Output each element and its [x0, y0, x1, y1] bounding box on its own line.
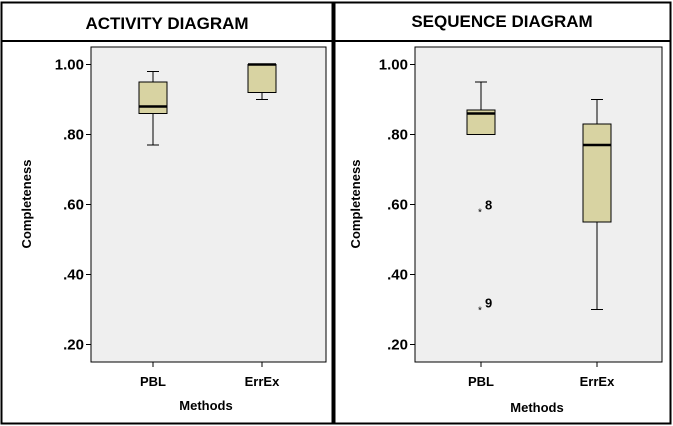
y-tick-label-activity: .20 [63, 337, 84, 354]
box-sequence-errex [582, 123, 612, 223]
y-tick-label-sequence: .40 [387, 267, 408, 284]
plot-sequence: Completeness Methods 1.00 .80 .60 .40 .20 PBL… [348, 46, 663, 415]
x-axis-title-activity: Methods [179, 398, 232, 413]
y-tick-label-sequence: .60 [387, 197, 408, 214]
x-category-label-sequence: PBL [468, 374, 494, 389]
y-tick-label-sequence: 1.00 [379, 57, 408, 74]
plot-area-sequence [414, 46, 663, 363]
box-activity-errex [247, 64, 277, 93]
outlier-marker: * [478, 306, 482, 317]
outlier-marker: * [478, 208, 482, 219]
y-tick-label-activity: .80 [63, 127, 84, 144]
outlier-label: 8 [485, 198, 492, 213]
x-category-label-sequence: ErrEx [580, 374, 615, 389]
x-category-label-activity: ErrEx [245, 374, 280, 389]
plot-area-activity [90, 46, 327, 363]
x-axis-title-sequence: Methods [510, 400, 563, 415]
outlier-label: 9 [485, 296, 492, 311]
y-axis-title-activity: Completeness [19, 160, 34, 249]
panel-title-activity: ACTIVITY DIAGRAM [85, 14, 248, 33]
y-tick-label-activity: .40 [63, 267, 84, 284]
y-tick-label-activity: 1.00 [55, 57, 84, 74]
y-axis-title-sequence: Completeness [348, 160, 363, 249]
y-tick-label-sequence: .80 [387, 127, 408, 144]
x-category-label-activity: PBL [140, 374, 166, 389]
y-tick-label-sequence: .20 [387, 337, 408, 354]
plot-activity: Completeness Methods 1.00 .80 .60 .40 .20 PBL… [19, 46, 327, 413]
panel-title-sequence: SEQUENCE DIAGRAM [411, 12, 592, 31]
y-tick-label-activity: .60 [63, 197, 84, 214]
box-activity-pbl [138, 81, 168, 114]
